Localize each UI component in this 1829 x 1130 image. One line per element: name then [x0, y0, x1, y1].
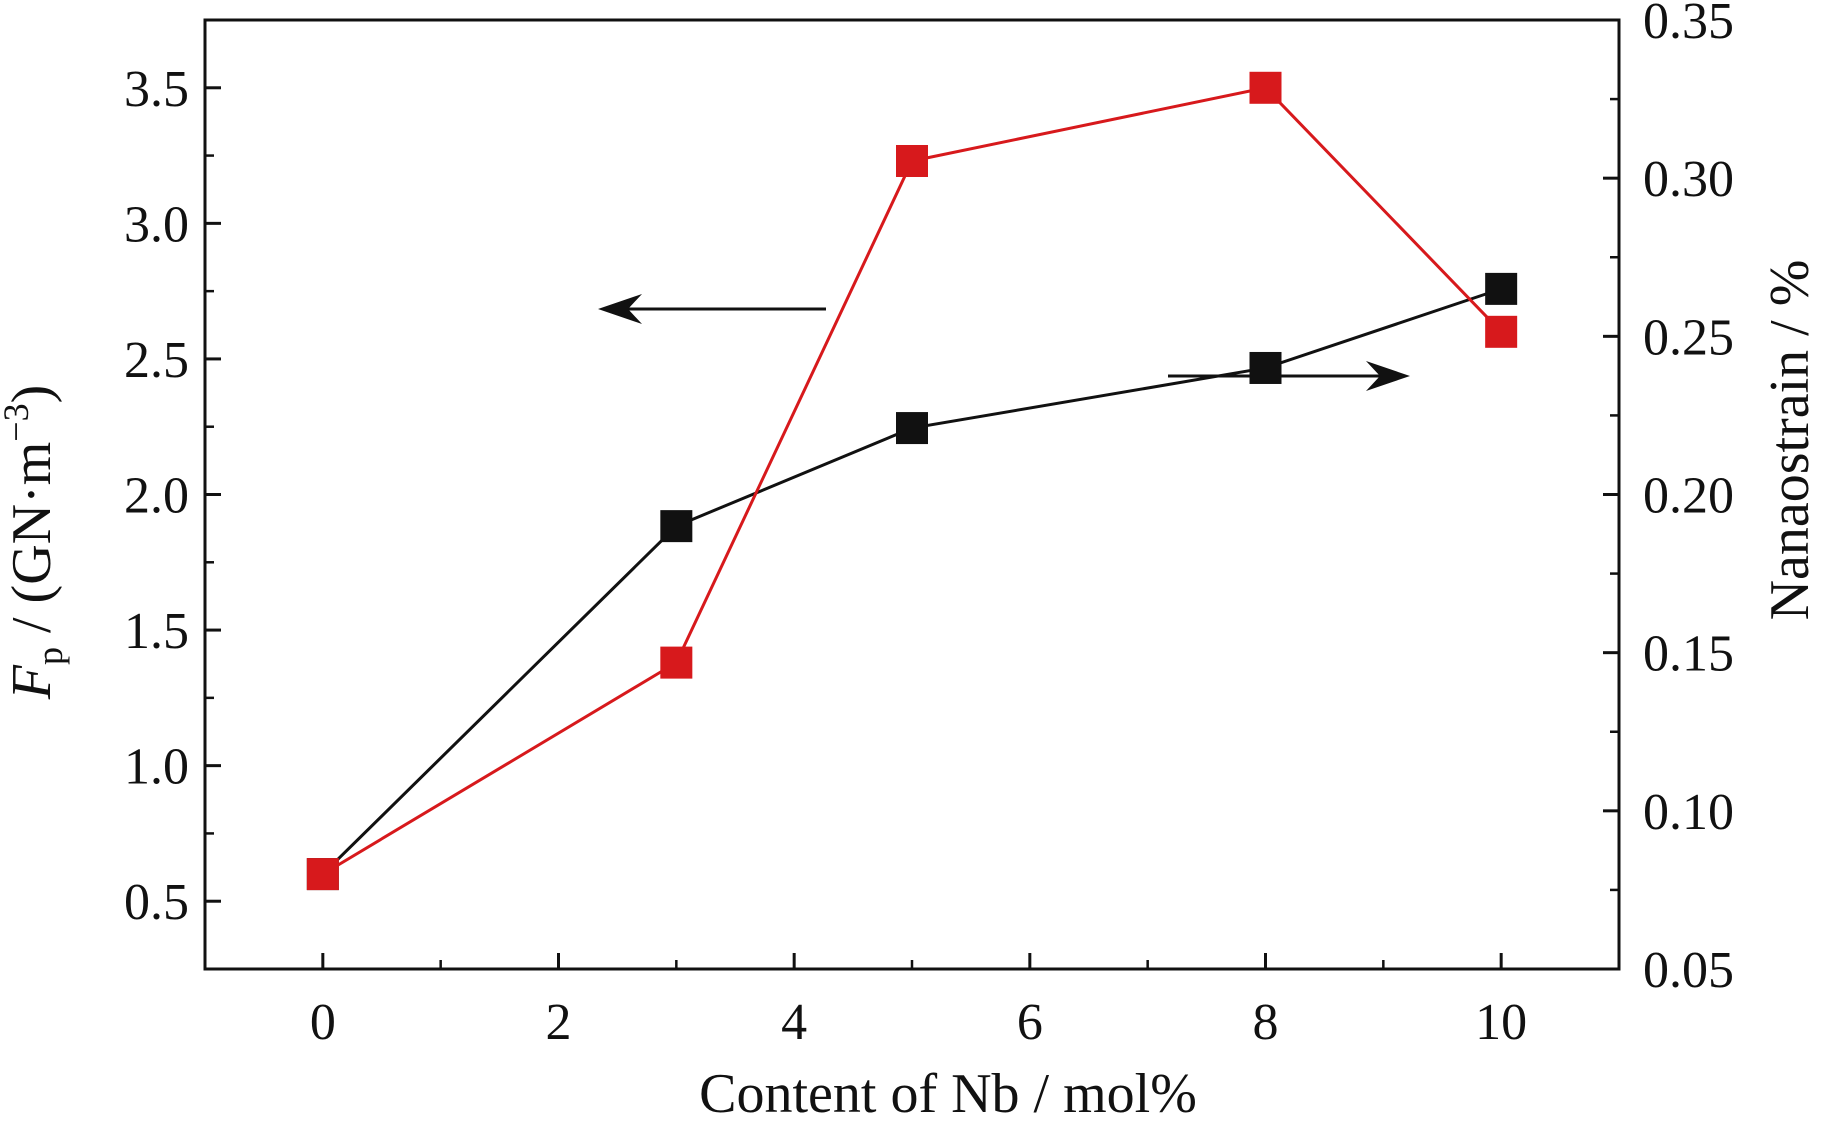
data-point-marker	[1249, 71, 1282, 104]
x-axis-title: Content of Nb / mol%	[699, 1063, 1197, 1125]
x-tick-label: 2	[546, 994, 572, 1051]
series-left-axis	[306, 71, 1518, 891]
data-point-marker	[660, 510, 693, 543]
data-point-marker	[1485, 272, 1518, 305]
y-right-tick-label: 0.10	[1643, 784, 1734, 841]
x-tick-label: 8	[1253, 994, 1279, 1051]
y-left-axis-title: Fp / (GN·m−3)	[0, 385, 70, 700]
y-left-axis-symbol: F	[1, 664, 63, 700]
series-line	[322, 86, 1503, 876]
series-group	[306, 71, 1518, 891]
y-left-tick-label: 3.5	[124, 61, 189, 118]
y-left-tick-label: 1.5	[124, 603, 189, 660]
ticks-group: 0 2 4 6 8 10 0.5 1.0 1.5 2.0 2.5 3.0 3.5 0.05 0.10 0.15…	[124, 0, 1734, 1051]
data-point-marker	[306, 858, 339, 891]
data-point-marker	[896, 144, 928, 177]
y-right-tick-label: 0.15	[1643, 626, 1734, 683]
data-point-marker	[896, 412, 928, 445]
left-axis-arrow	[598, 294, 826, 324]
y-left-tick-label: 0.5	[124, 874, 189, 931]
y-left-axis-exponent: −3	[0, 403, 36, 441]
x-tick-label: 10	[1475, 994, 1527, 1051]
y-left-axis-unit-prefix: / (GN·m	[1, 442, 63, 647]
data-point-marker	[1485, 315, 1518, 348]
data-point-marker	[660, 646, 693, 679]
annotations-group	[598, 294, 1410, 391]
y-right-axis-title: Nanaostrain / %	[1759, 260, 1821, 621]
y-right-tick-label: 0.25	[1643, 309, 1734, 366]
arrow-head	[1366, 361, 1410, 391]
data-point-marker	[1249, 351, 1282, 384]
x-tick-label: 4	[781, 994, 807, 1051]
y-left-tick-label: 2.5	[124, 332, 189, 389]
y-left-tick-label: 2.0	[124, 468, 189, 525]
right-axis-arrow	[1168, 361, 1410, 391]
y-right-tick-label: 0.30	[1643, 151, 1734, 208]
series-right-axis	[306, 272, 1518, 891]
x-tick-label: 0	[310, 994, 336, 1051]
arrow-head	[598, 294, 642, 324]
y-left-tick-label: 1.0	[124, 739, 189, 796]
y-right-tick-label: 0.20	[1643, 468, 1734, 525]
y-left-axis-subscript: p	[30, 647, 70, 665]
y-left-tick-label: 3.0	[124, 196, 189, 253]
y-left-axis-unit-suffix: )	[1, 385, 63, 404]
y-right-tick-label: 0.35	[1643, 0, 1734, 50]
y-right-tick-label: 0.05	[1643, 942, 1734, 999]
x-tick-label: 6	[1017, 994, 1043, 1051]
